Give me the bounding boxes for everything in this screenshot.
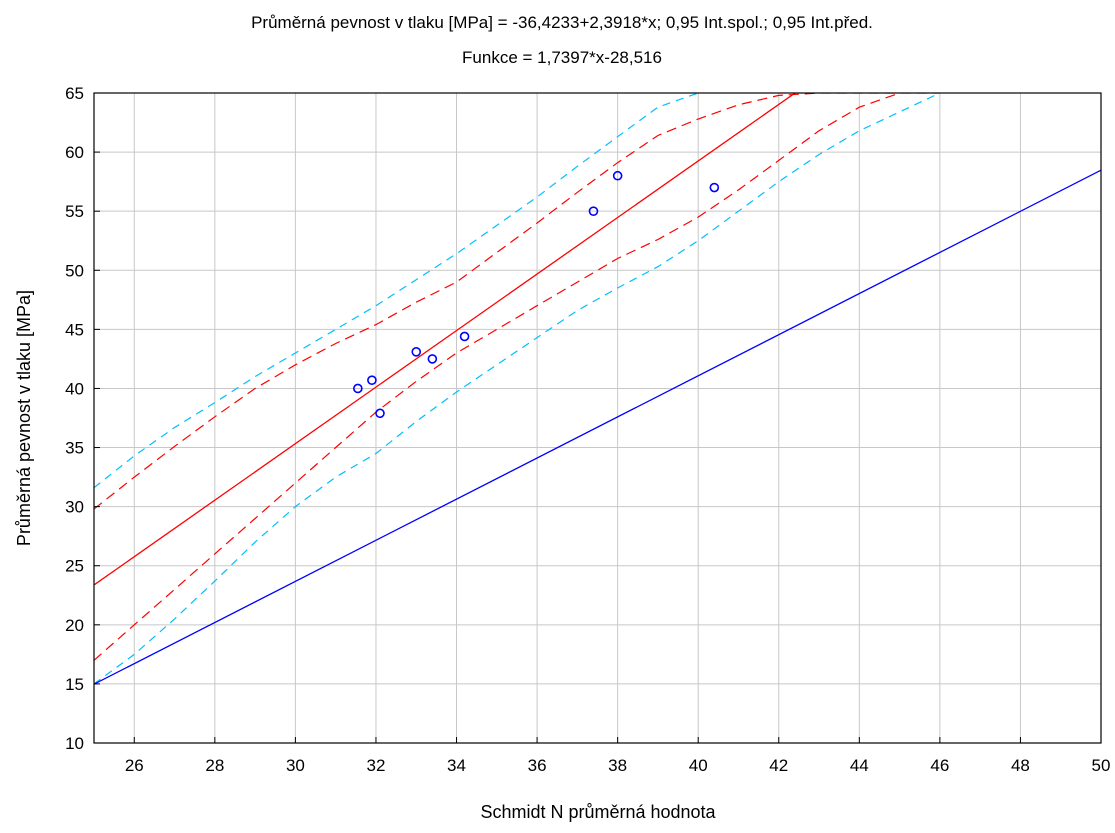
data-point bbox=[612, 170, 623, 181]
data-point bbox=[353, 383, 363, 394]
plot-area bbox=[94, 93, 1101, 685]
x-tick-label: 36 bbox=[528, 756, 547, 775]
y-tick-label: 10 bbox=[65, 734, 84, 753]
y-tick-label: 15 bbox=[65, 675, 84, 694]
confidence-band-upper bbox=[94, 93, 900, 510]
data-point bbox=[375, 408, 385, 419]
y-tick-label: 60 bbox=[65, 143, 84, 162]
y-tick-label: 25 bbox=[65, 557, 84, 576]
y-tick-label: 45 bbox=[65, 320, 84, 339]
x-axis-ticks: 26 28 30 32 34 36 38 40 42 44 46 48 50 bbox=[125, 737, 1111, 775]
x-tick-label: 44 bbox=[850, 756, 869, 775]
y-axis-ticks: 10 15 20 25 30 35 40 45 50 55 60 65 bbox=[65, 84, 100, 753]
prediction-band-upper bbox=[94, 93, 699, 489]
data-point bbox=[427, 354, 438, 364]
y-tick-label: 50 bbox=[65, 261, 84, 280]
x-tick-label: 32 bbox=[366, 756, 385, 775]
plot-frame bbox=[93, 92, 1102, 744]
chart-subtitle: Funkce = 1,7397*x-28,516 bbox=[462, 48, 662, 67]
y-tick-label: 55 bbox=[65, 202, 84, 221]
y-tick-label: 65 bbox=[65, 84, 84, 103]
y-tick-label: 20 bbox=[65, 616, 84, 635]
y-axis-label: Průměrná pevnost v tlaku [MPa] bbox=[14, 290, 34, 546]
confidence-band-lower bbox=[94, 93, 940, 661]
y-tick-label: 35 bbox=[65, 439, 84, 458]
x-tick-label: 46 bbox=[930, 756, 949, 775]
x-tick-label: 40 bbox=[689, 756, 708, 775]
x-tick-label: 42 bbox=[769, 756, 788, 775]
chart-title: Průměrná pevnost v tlaku [MPa] = -36,423… bbox=[251, 13, 873, 32]
prediction-band-lower bbox=[94, 93, 941, 685]
x-axis-label: Schmidt N průměrná hodnota bbox=[480, 802, 716, 822]
data-point bbox=[411, 347, 422, 357]
x-tick-label: 28 bbox=[205, 756, 224, 775]
x-tick-label: 38 bbox=[608, 756, 627, 775]
x-tick-label: 34 bbox=[447, 756, 466, 775]
x-tick-label: 26 bbox=[125, 756, 144, 775]
data-point bbox=[367, 375, 377, 385]
x-tick-label: 50 bbox=[1092, 756, 1111, 775]
x-tick-label: 48 bbox=[1011, 756, 1030, 775]
data-point bbox=[588, 206, 599, 216]
data-points bbox=[353, 170, 720, 419]
grid bbox=[94, 93, 1101, 743]
regression-line bbox=[94, 93, 797, 586]
function-line bbox=[94, 169, 1101, 685]
y-tick-label: 40 bbox=[65, 379, 84, 398]
data-point bbox=[459, 331, 470, 342]
y-tick-label: 30 bbox=[65, 498, 84, 517]
x-tick-label: 30 bbox=[286, 756, 305, 775]
data-point bbox=[709, 182, 720, 193]
